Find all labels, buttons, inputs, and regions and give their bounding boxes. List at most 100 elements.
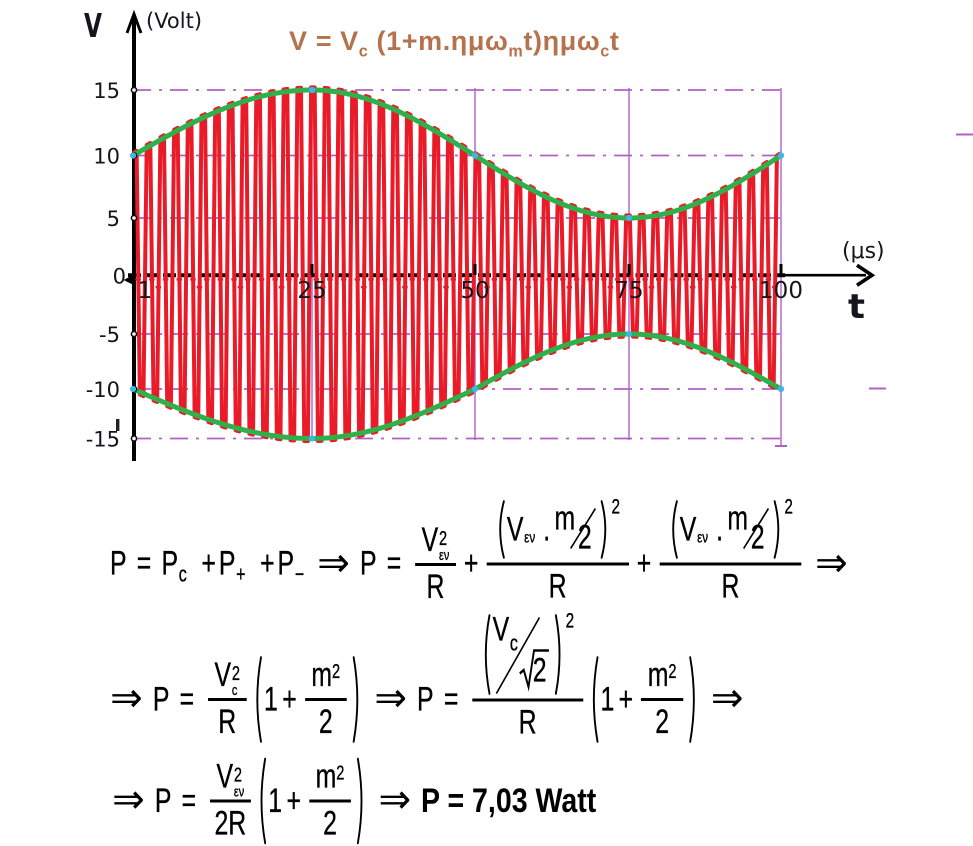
fraction-numerator: V 2 εν <box>209 757 251 803</box>
carrier-jog-dash <box>519 278 525 281</box>
math-text: P <box>154 781 172 820</box>
y-tick-marker--5 <box>130 330 138 338</box>
fraction-numerator: V 2 εν <box>415 520 456 566</box>
fraction-denominator: R <box>426 566 445 607</box>
fraction-denominator: R <box>218 701 236 742</box>
title-text: t)ημω <box>523 26 601 56</box>
left-paren <box>256 656 262 743</box>
fraction-denominator: R <box>518 701 536 742</box>
carrier-jog-dash <box>203 278 210 281</box>
math-text: V <box>506 510 524 548</box>
diagonal-numerator: m <box>554 499 575 539</box>
math-text: + <box>286 781 301 820</box>
envelope-point-0-10 <box>129 152 137 159</box>
math-text: P <box>359 544 377 583</box>
math-text: m <box>647 656 669 694</box>
title-text: t <box>609 26 620 56</box>
carrier-jog-dash <box>505 278 511 281</box>
math-text: P <box>152 680 170 718</box>
math-text: P <box>161 544 179 583</box>
math-text: + <box>201 544 216 583</box>
y-tick-marker--15 <box>130 435 138 442</box>
envelope-point-50-10 <box>471 152 479 159</box>
formula-content: ⇒ P = V 2 c R 1 + m 2 2 ⇒ P = Vc 2 2 R 1 + m 2 2 ⇒ <box>100 609 753 764</box>
math-text: = <box>179 680 195 718</box>
y-axis-arrowhead <box>125 9 143 34</box>
math-subscript: εν <box>233 783 245 801</box>
math-text: P <box>277 544 295 583</box>
diagonal-denominator: 2 <box>751 518 765 558</box>
title-subscript: c <box>600 42 610 61</box>
right-paren <box>773 500 780 559</box>
x-tick-label-1: 1 <box>138 278 153 304</box>
y-tick-label-0: 0 <box>113 265 126 289</box>
envelope-upper <box>130 87 784 221</box>
math-text: V <box>216 757 234 796</box>
fraction-slash <box>742 507 769 550</box>
envelope-point-100--10 <box>777 385 785 393</box>
carrier-jog-dash <box>149 278 155 281</box>
math-text: m <box>727 499 749 538</box>
math-text: m <box>315 757 337 796</box>
envelope-point-0--10 <box>129 385 137 393</box>
math-text: 2 <box>577 518 592 557</box>
carrier-wave <box>132 85 782 444</box>
carrier-jog-dash <box>730 286 737 289</box>
left-paren <box>260 757 266 845</box>
carrier-jog-dash <box>361 286 367 289</box>
chart-title: V = Vc (1+m.ημωmt)ημωct <box>289 26 619 61</box>
title-text: (1+m.ημω <box>368 26 509 56</box>
x-axis-label: t <box>848 287 865 327</box>
carrier-jog-dash <box>669 278 676 281</box>
fraction-denominator: R <box>721 566 740 607</box>
math-superscript: 2 <box>438 527 448 550</box>
implies-arrow: ⇒ <box>710 673 744 722</box>
math-text: P <box>218 544 236 583</box>
left-paren <box>671 500 678 559</box>
carrier-jog-dash <box>313 278 320 281</box>
y-tick-label--15: -15 <box>86 428 120 452</box>
fraction-numerator: Vc 2 2 <box>472 609 583 701</box>
carrier-jog-dash <box>751 278 758 281</box>
radical-argument: 2 <box>532 651 547 689</box>
carrier-jog-dash <box>464 278 470 281</box>
math-text: + <box>260 544 275 583</box>
square-root: 2 <box>519 648 550 692</box>
carrier-jog-dash <box>484 286 490 289</box>
fraction: V 2 εν 2R <box>209 757 251 844</box>
carrier-jog-dash <box>683 278 689 281</box>
implies-arrow: ⇒ <box>112 775 145 823</box>
title-subscript: m <box>508 42 524 61</box>
right-paren <box>689 656 695 743</box>
paren-superscript: 2 <box>611 495 621 519</box>
math-text: = <box>386 544 402 583</box>
math-text: + <box>618 680 634 718</box>
math-text: . <box>543 510 551 548</box>
envelope-lower <box>130 331 784 441</box>
math-text: R <box>426 567 445 606</box>
math-subscript: εν <box>524 529 536 547</box>
math-text: m <box>311 656 333 694</box>
fraction-denominator: 2 <box>319 701 333 742</box>
carrier-jog-dash <box>566 286 573 289</box>
math-supsub: 2 εν <box>438 527 450 563</box>
math-text: R <box>721 567 740 606</box>
math-subscript: + <box>236 561 246 586</box>
carrier-jog-dash <box>278 286 285 289</box>
y-tick-label-10: 10 <box>93 145 120 169</box>
envelope-point-25--15 <box>308 435 316 442</box>
carrier-jog-dash <box>395 278 402 281</box>
diagonal-numerator: m <box>727 499 749 539</box>
x-tick-75 <box>627 264 631 275</box>
implies-arrow: ⇒ <box>317 538 350 586</box>
y-tick-marker-5 <box>130 214 138 222</box>
y-tick-label--10: -10 <box>86 378 120 402</box>
math-subscript: c <box>178 561 187 586</box>
math-text: V <box>492 610 510 648</box>
